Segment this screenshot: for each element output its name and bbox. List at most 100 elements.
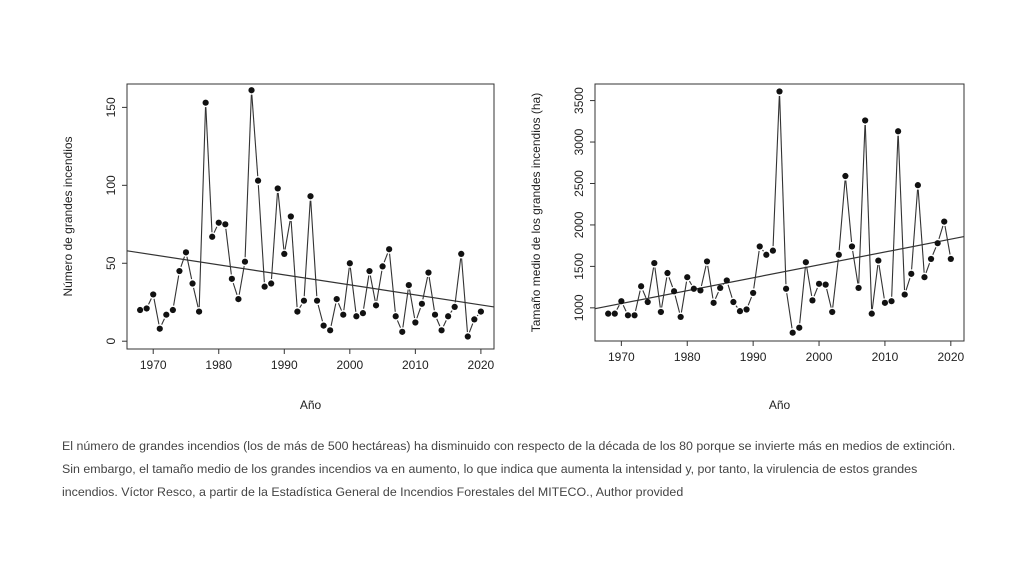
data-point	[425, 269, 432, 276]
series-segment	[416, 307, 421, 319]
data-point	[202, 99, 209, 106]
data-point	[169, 306, 176, 314]
series-segment	[251, 94, 259, 177]
series-segment	[476, 314, 479, 317]
series-segment	[806, 266, 813, 297]
series-segment	[238, 266, 245, 295]
data-point	[143, 305, 150, 312]
data-point	[868, 310, 875, 317]
series-segment	[753, 250, 760, 289]
data-point	[445, 313, 452, 320]
chart-right: 1970 1980 1990 2000 2010 2020 1000 1500 2000 2500…	[529, 83, 965, 412]
y-tick-label: 1500	[572, 253, 586, 280]
series-segment	[450, 310, 453, 313]
series-segment	[826, 288, 832, 308]
data-point	[802, 259, 809, 266]
data-point	[921, 274, 928, 281]
data-point	[789, 329, 796, 336]
data-point	[848, 243, 856, 250]
series-segment	[786, 293, 793, 329]
y-tick-label: 1000	[572, 294, 586, 321]
x-axis-label: Año	[300, 398, 322, 412]
data-point	[268, 280, 275, 287]
series-segment	[369, 275, 376, 302]
data-point	[287, 213, 294, 220]
data-point	[710, 299, 717, 306]
data-point	[908, 270, 915, 277]
x-tick-label: 2020	[468, 358, 495, 372]
data-point	[934, 240, 941, 247]
series-segment	[700, 265, 707, 287]
series-segment	[317, 304, 323, 322]
series-segment	[707, 265, 714, 299]
series-segment	[905, 277, 911, 291]
data-point	[638, 283, 645, 290]
series-segment	[409, 289, 416, 319]
data-point	[451, 303, 458, 311]
series-segment	[270, 192, 278, 280]
series-segment	[376, 270, 383, 302]
data-point	[947, 255, 954, 263]
plot-frame	[594, 83, 965, 342]
data-point	[248, 87, 255, 94]
series-segment	[468, 323, 474, 333]
data-point	[359, 310, 367, 317]
y-axis-label: Tamaño medio de los grandes incendios (h…	[529, 93, 543, 332]
figure-caption: El número de grandes incendios (los de m…	[62, 439, 956, 499]
x-tick-label: 1980	[205, 358, 232, 372]
data-point	[235, 296, 242, 303]
data-point	[782, 285, 790, 292]
series-segment	[290, 220, 298, 308]
series-segment	[897, 135, 906, 291]
data-point	[379, 263, 386, 270]
data-point	[941, 218, 948, 225]
series-segment	[284, 220, 291, 250]
data-point	[182, 249, 190, 256]
data-point	[670, 288, 678, 295]
series-segment	[674, 295, 681, 313]
chart-left: 1970 1980 1990 2000 2010 2020 0 50 100 150 Año Núme…	[61, 83, 495, 412]
data-point	[137, 306, 144, 314]
series-segment	[622, 305, 627, 312]
series-segment	[735, 305, 738, 308]
data-point	[333, 296, 340, 303]
series-segment	[852, 250, 859, 284]
y-tick-label: 2500	[572, 170, 586, 197]
figure: 1970 1980 1990 2000 2010 2020 0 50 100 150 Año Núme…	[61, 83, 965, 412]
data-point	[392, 313, 399, 320]
x-tick-label: 1970	[608, 350, 635, 364]
x-tick-label: 2000	[806, 350, 833, 364]
series-segment	[634, 290, 641, 312]
data-point	[471, 316, 478, 323]
data-point	[697, 287, 704, 294]
data-point	[254, 177, 262, 184]
x-tick-label: 1980	[674, 350, 701, 364]
data-point	[901, 291, 908, 298]
data-point	[835, 251, 842, 258]
data-point	[624, 312, 632, 319]
series-segment	[932, 247, 937, 255]
series-segment	[772, 95, 780, 247]
data-point	[717, 284, 724, 292]
data-point	[300, 297, 308, 304]
y-tick-label: 0	[104, 338, 118, 345]
data-point	[815, 280, 823, 287]
data-point	[294, 308, 301, 315]
series-segment	[363, 275, 370, 309]
series-segment	[813, 287, 818, 297]
series-segment	[878, 264, 885, 299]
series-segment	[303, 200, 311, 297]
x-tick-label: 1970	[140, 358, 167, 372]
series-segment	[428, 276, 435, 311]
data-point	[163, 311, 170, 318]
data-point	[222, 221, 229, 228]
data-point	[464, 333, 471, 340]
series-segment	[310, 200, 318, 297]
data-point	[307, 193, 314, 200]
series-segment	[436, 318, 441, 327]
x-tick-label: 2000	[336, 358, 363, 372]
series-segment	[148, 298, 152, 305]
series-segment	[198, 107, 207, 308]
series-segment	[153, 298, 160, 325]
data-point	[776, 88, 783, 95]
